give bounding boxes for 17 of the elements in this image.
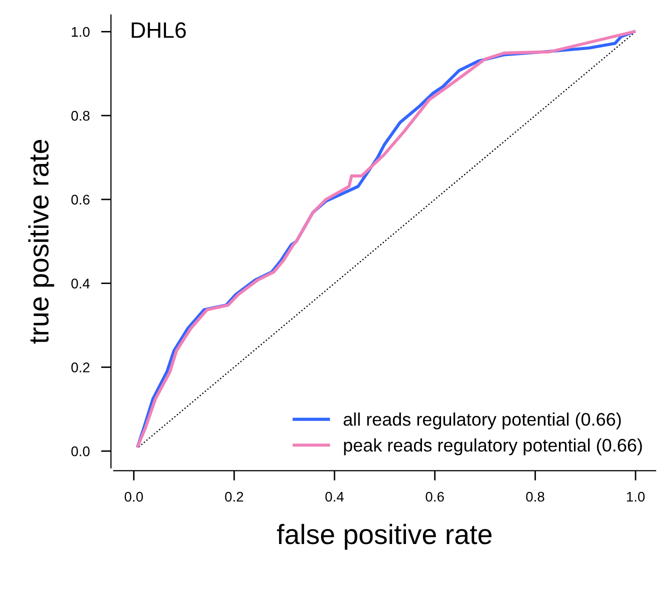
x-tick-label: 0.6 bbox=[426, 492, 444, 502]
y-tick-label: 0.0 bbox=[71, 446, 90, 456]
y-tick-label: 0.4 bbox=[71, 278, 90, 288]
y-tick-label: 1.0 bbox=[72, 27, 90, 37]
x-tick-label: 0.8 bbox=[526, 492, 544, 502]
y-axis-title: true positive rate bbox=[28, 140, 54, 344]
x-axis-title: false positive rate bbox=[276, 524, 492, 550]
x-tick-label: 0.4 bbox=[325, 492, 344, 502]
x-tick-label: 0.2 bbox=[225, 492, 244, 502]
legend-label: peak reads regulatory potential (0.66) bbox=[344, 438, 642, 456]
x-tick-label: 1.0 bbox=[626, 492, 645, 502]
y-tick-label: 0.2 bbox=[71, 362, 90, 372]
x-tick-label: 0.0 bbox=[124, 492, 143, 502]
y-tick-label: 0.6 bbox=[71, 194, 90, 205]
y-tick-label: 0.8 bbox=[71, 110, 90, 121]
annotation: DHL6 bbox=[132, 22, 186, 38]
legend-label: all reads regulatory potential (0.66) bbox=[344, 412, 621, 430]
